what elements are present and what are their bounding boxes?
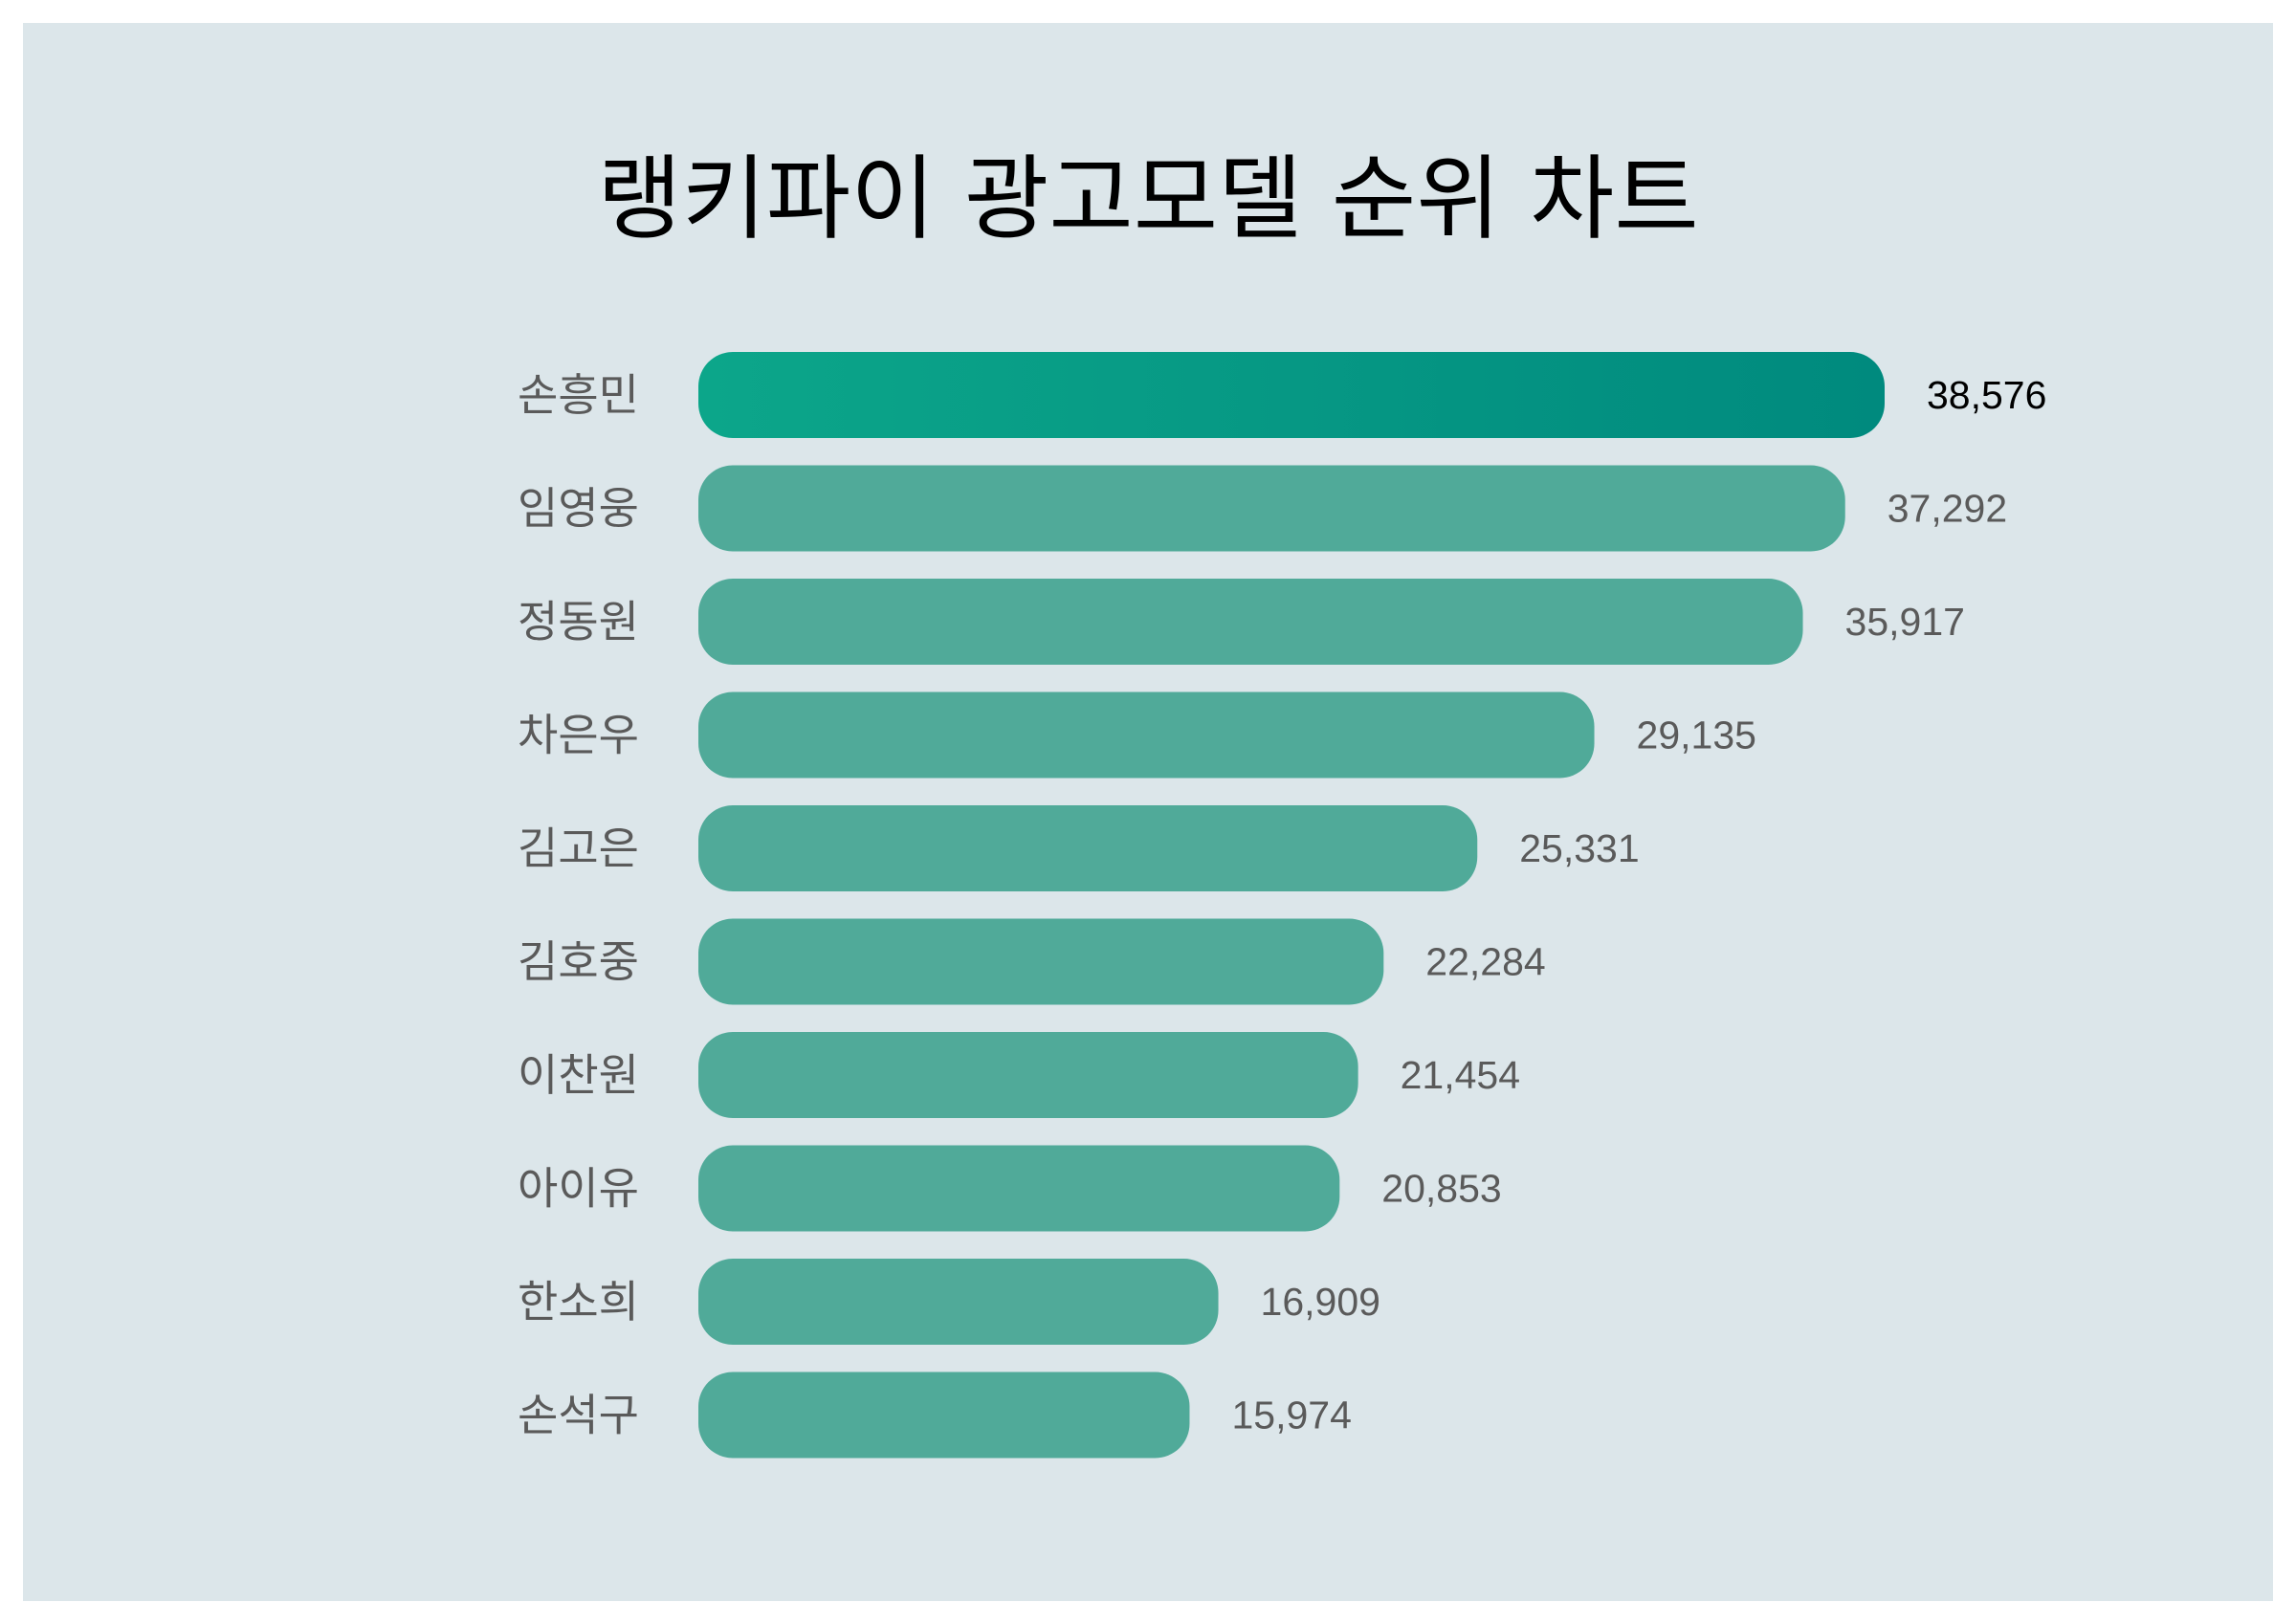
value-label: 35,917 xyxy=(1845,600,1965,644)
bar xyxy=(698,1259,1219,1345)
chart-title: 랭키파이 광고모델 순위 차트 xyxy=(597,145,1699,252)
value-label: 15,974 xyxy=(1231,1394,1351,1437)
value-label: 20,853 xyxy=(1381,1167,1501,1211)
bar xyxy=(698,805,1478,891)
category-label: 아이유 xyxy=(518,1163,639,1215)
bar xyxy=(698,1032,1358,1118)
value-label: 38,576 xyxy=(1927,373,2046,417)
bar xyxy=(698,1372,1190,1459)
bar xyxy=(698,465,1845,552)
category-label: 김고은 xyxy=(518,823,639,874)
value-label: 16,909 xyxy=(1261,1280,1380,1324)
value-label: 22,284 xyxy=(1425,940,1545,984)
value-label: 21,454 xyxy=(1401,1053,1520,1097)
category-label: 한소희 xyxy=(518,1276,639,1328)
bar xyxy=(698,579,1803,665)
category-label: 정동원 xyxy=(518,596,639,647)
category-label: 김호중 xyxy=(518,936,639,988)
value-label: 25,331 xyxy=(1519,826,1639,870)
category-label: 임영웅 xyxy=(518,483,639,535)
bar xyxy=(698,918,1384,1005)
value-label: 29,135 xyxy=(1637,713,1756,757)
category-label: 차은우 xyxy=(518,710,639,761)
bar xyxy=(698,1145,1340,1232)
category-label: 손석구 xyxy=(518,1390,639,1441)
category-label: 손흥민 xyxy=(518,369,639,421)
bar xyxy=(698,691,1595,779)
bar xyxy=(698,352,1885,438)
value-label: 37,292 xyxy=(1888,487,2007,531)
category-label: 이찬원 xyxy=(518,1049,639,1101)
